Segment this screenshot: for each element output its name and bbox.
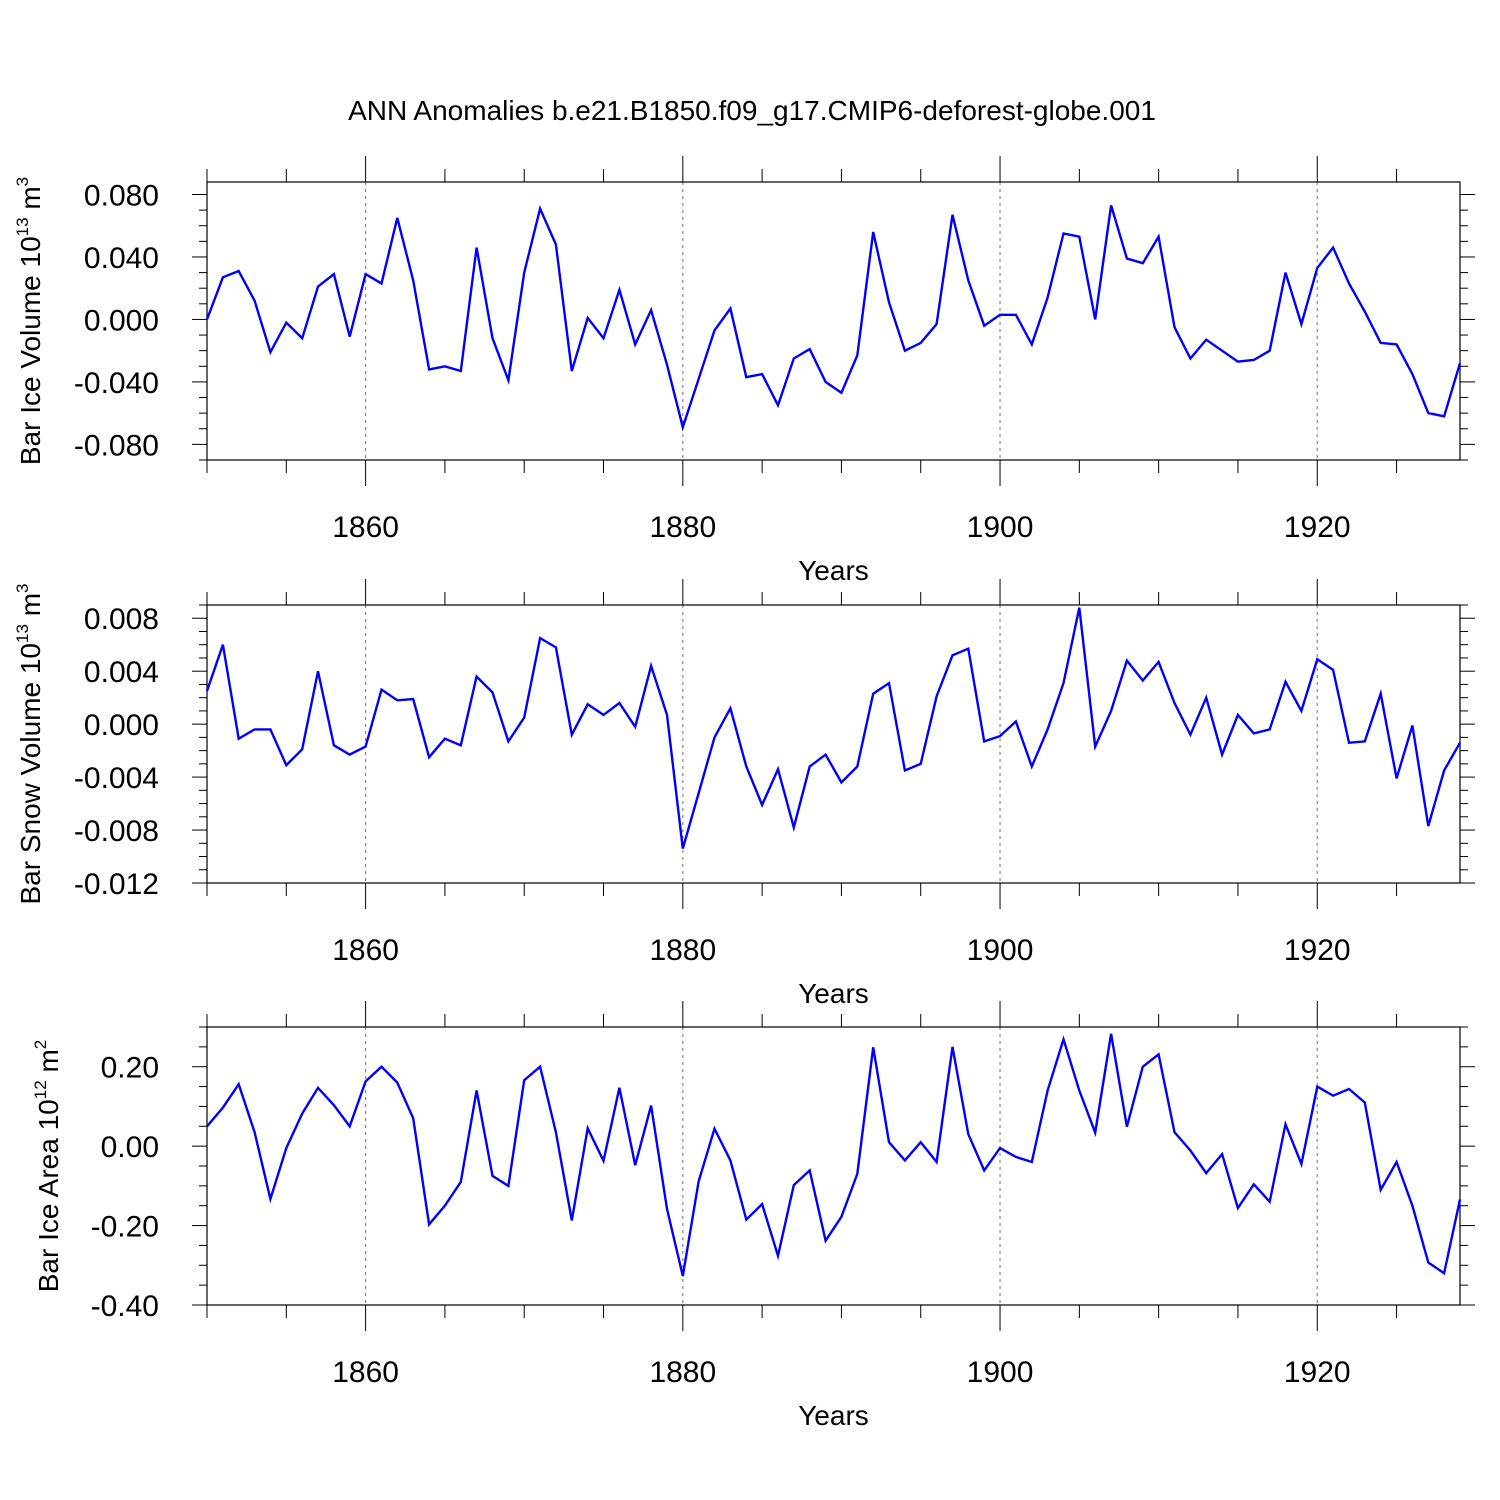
x-tick-label: 1860 xyxy=(332,934,399,967)
x-tick-label: 1860 xyxy=(332,511,399,544)
panel-2: -0.012 -0.008 -0.004 0.000 0.004 0.008 1860 188… xyxy=(13,579,1475,1009)
x-tick-label: 1880 xyxy=(649,511,716,544)
x-axis-title: Years xyxy=(798,555,869,586)
y-axis-unit-power: 2 xyxy=(31,1040,50,1049)
series-line xyxy=(206,1033,1462,1277)
y-axis-label-text: Bar Snow Volume 10 xyxy=(15,643,46,905)
y-tick-label: 0.20 xyxy=(101,1052,159,1085)
y-axis-unit-power: 3 xyxy=(13,584,32,593)
x-tick-label: 1880 xyxy=(649,934,716,967)
y-tick-label: 0.004 xyxy=(84,656,159,689)
y-axis-unit-exponent: 13 xyxy=(13,624,32,643)
plot-frame xyxy=(206,1026,1461,1306)
x-tick-label: 1900 xyxy=(967,1356,1034,1389)
x-tick-label: 1880 xyxy=(649,1356,716,1389)
series-line xyxy=(205,204,1462,432)
y-tick-label: -0.008 xyxy=(74,815,159,848)
x-tick-label: 1920 xyxy=(1284,1356,1351,1389)
y-tick-label: 0.00 xyxy=(101,1131,159,1164)
y-axis-title: Bar Ice Area 1012 m2 xyxy=(31,1040,64,1293)
x-tick-label: 1860 xyxy=(332,1356,399,1389)
panel-3: -0.40 -0.20 0.00 0.20 1860 1880 1900 1920 Years B… xyxy=(31,1001,1475,1431)
y-tick-label: 0.000 xyxy=(84,304,159,337)
y-axis-unit-exponent: 12 xyxy=(31,1080,50,1099)
y-axis-unit-power: 3 xyxy=(13,177,32,186)
y-tick-label: 0.000 xyxy=(84,709,159,742)
y-axis-unit-name: m xyxy=(33,1049,64,1080)
x-tick-label: 1920 xyxy=(1284,934,1351,967)
x-axis-title: Years xyxy=(798,1400,869,1431)
figure-title: ANN Anomalies b.e21.B1850.f09_g17.CMIP6-… xyxy=(348,95,1156,126)
x-tick-label: 1900 xyxy=(967,511,1034,544)
y-axis-unit-name: m xyxy=(15,593,46,624)
y-tick-label: -0.012 xyxy=(74,868,159,901)
x-axis-title: Years xyxy=(798,978,869,1009)
y-tick-label: 0.040 xyxy=(84,242,159,275)
y-axis-label-text: Bar Ice Area 10 xyxy=(33,1099,64,1292)
y-axis-title: Bar Ice Volume 1013 m3 xyxy=(13,177,46,465)
panel-1: -0.080 -0.040 0.000 0.040 0.080 1860 1880 1900 1… xyxy=(13,156,1475,586)
series-line xyxy=(205,607,1462,849)
y-axis-unit-name: m xyxy=(15,186,46,217)
y-tick-label: -0.40 xyxy=(91,1290,159,1323)
y-axis-label-text: Bar Ice Volume 10 xyxy=(15,236,46,465)
y-axis-unit-exponent: 13 xyxy=(13,217,32,236)
x-tick-label: 1900 xyxy=(967,934,1034,967)
y-tick-label: -0.080 xyxy=(74,429,159,462)
y-tick-label: -0.20 xyxy=(91,1211,159,1244)
y-tick-label: 0.008 xyxy=(84,603,159,636)
y-axis-title: Bar Snow Volume 1013 m3 xyxy=(13,584,46,905)
y-tick-label: -0.040 xyxy=(74,367,159,400)
y-tick-label: -0.004 xyxy=(74,762,159,795)
plot-frame xyxy=(206,604,1461,884)
plot-frame xyxy=(206,181,1461,461)
y-tick-label: 0.080 xyxy=(84,179,159,212)
x-tick-label: 1920 xyxy=(1284,511,1351,544)
